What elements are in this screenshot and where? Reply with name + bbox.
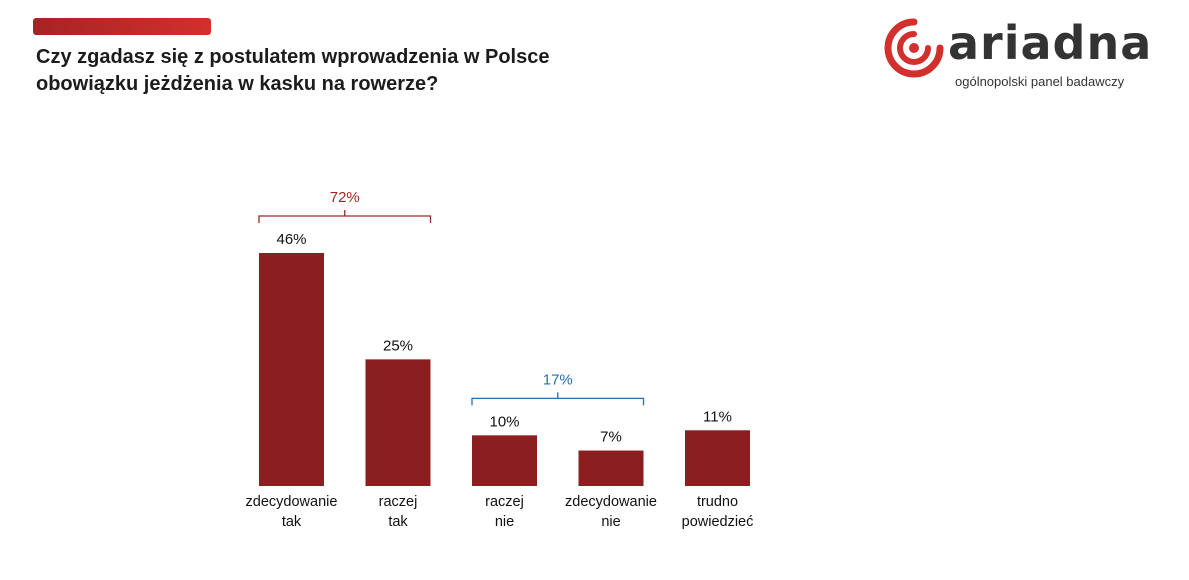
value-label-0: 46%	[276, 231, 306, 248]
title-line-1: Czy zgadasz się z postulatem wprowadzeni…	[36, 46, 550, 68]
ariadna-logo-icon	[884, 18, 944, 78]
ariadna-logo: ariadna ogólnopolski panel badawczy	[884, 14, 1174, 94]
page-title: Czy zgadasz się z postulatem wprowadzeni…	[36, 44, 676, 98]
bar-4	[685, 430, 750, 486]
category-label-4-0: trudno	[697, 494, 738, 510]
bar-1	[365, 359, 431, 486]
category-label-3-0: zdecydowanie	[565, 494, 657, 510]
logo-wordmark: ariadna	[948, 16, 1153, 70]
category-label-1-1: tak	[388, 514, 408, 530]
brand-accent-bar	[33, 18, 211, 35]
title-line-2: obowiązku jeżdżenia w kasku na rowerze?	[36, 73, 439, 95]
category-label-2-1: nie	[495, 514, 514, 530]
bar-3	[578, 450, 644, 486]
group-total-1: 17%	[543, 371, 573, 388]
logo-tagline: ogólnopolski panel badawczy	[955, 74, 1125, 89]
bar-2	[472, 435, 537, 486]
value-label-4: 11%	[703, 408, 732, 425]
category-label-3-1: nie	[601, 514, 620, 530]
category-label-1-0: raczej	[379, 494, 418, 510]
group-bracket-1	[471, 392, 645, 406]
value-label-3: 7%	[600, 429, 622, 446]
value-label-1: 25%	[383, 337, 413, 354]
bar-0	[259, 253, 324, 486]
category-label-4-1: powiedzieć	[682, 514, 754, 530]
value-label-2: 10%	[489, 413, 519, 430]
category-label-0-0: zdecydowanie	[246, 494, 338, 510]
category-label-0-1: tak	[282, 514, 302, 530]
category-label-2-0: raczej	[485, 494, 524, 510]
group-total-0: 72%	[330, 189, 360, 206]
group-bracket-0	[258, 210, 432, 223]
